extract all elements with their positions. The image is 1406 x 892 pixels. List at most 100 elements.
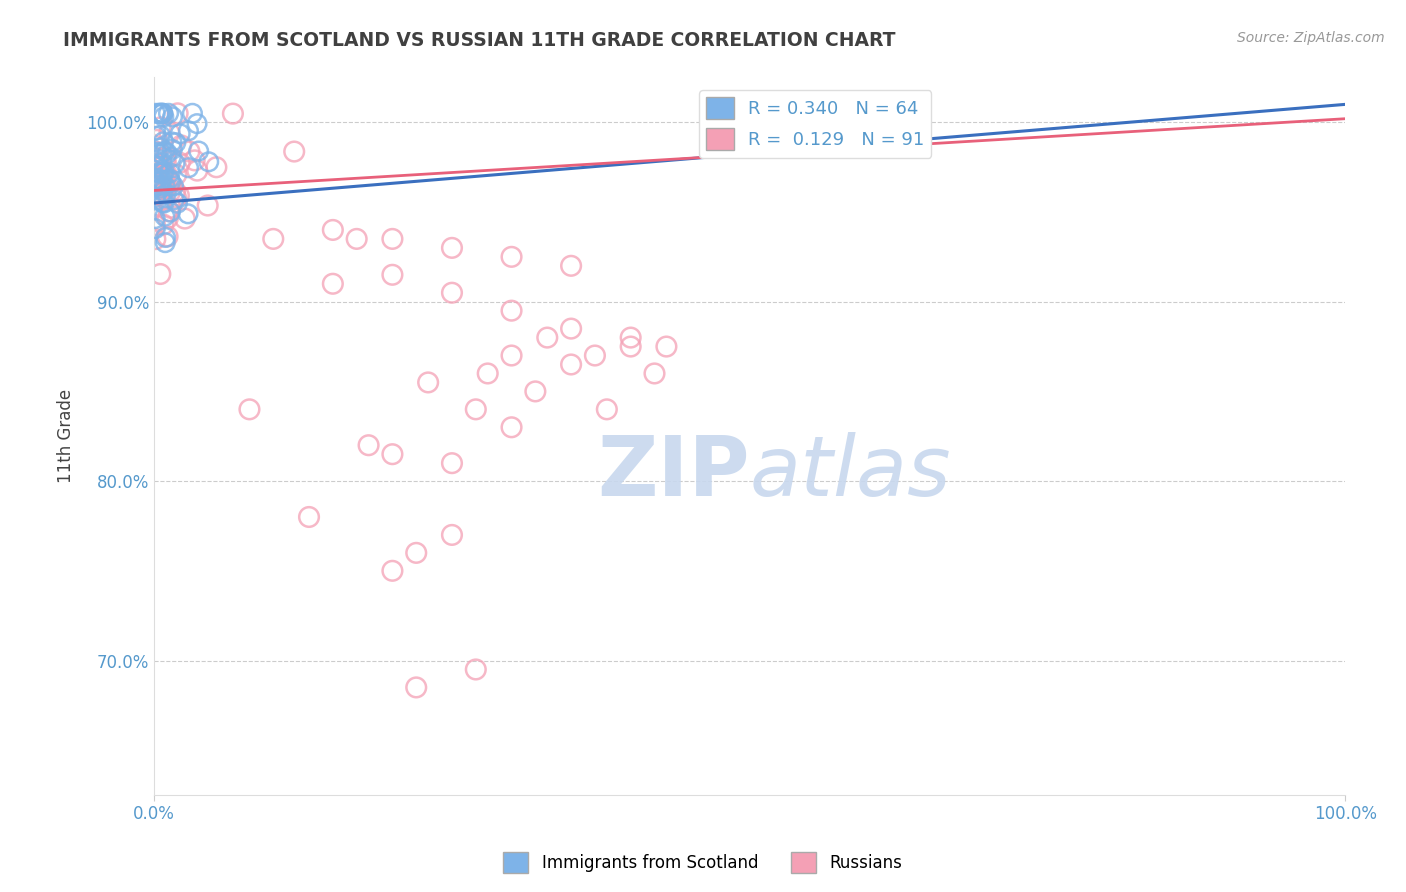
- Point: [152, 106, 174, 120]
- Point: [165, 168, 187, 182]
- Point: [381, 232, 404, 246]
- Point: [536, 330, 558, 344]
- Point: [152, 185, 174, 199]
- Point: [166, 196, 188, 211]
- Point: [148, 165, 170, 179]
- Point: [150, 182, 173, 196]
- Point: [173, 211, 195, 226]
- Point: [560, 259, 582, 273]
- Point: [149, 128, 172, 143]
- Point: [298, 510, 321, 524]
- Point: [153, 110, 176, 124]
- Point: [157, 106, 180, 120]
- Point: [143, 232, 166, 246]
- Point: [179, 145, 201, 159]
- Point: [159, 201, 181, 215]
- Point: [146, 160, 169, 174]
- Point: [152, 195, 174, 210]
- Point: [156, 229, 179, 244]
- Point: [150, 146, 173, 161]
- Point: [153, 169, 176, 184]
- Point: [620, 340, 643, 354]
- Point: [464, 663, 486, 677]
- Point: [159, 205, 181, 219]
- Point: [560, 321, 582, 335]
- Point: [143, 106, 166, 120]
- Point: [160, 150, 183, 164]
- Point: [186, 163, 208, 178]
- Point: [418, 376, 440, 390]
- Point: [187, 144, 209, 158]
- Point: [163, 193, 186, 207]
- Point: [145, 133, 167, 147]
- Text: ZIP: ZIP: [598, 432, 749, 513]
- Point: [501, 250, 523, 264]
- Point: [155, 235, 177, 250]
- Point: [148, 157, 170, 171]
- Point: [145, 123, 167, 137]
- Point: [155, 186, 177, 201]
- Point: [145, 175, 167, 189]
- Point: [149, 106, 172, 120]
- Point: [153, 145, 176, 159]
- Point: [148, 166, 170, 180]
- Point: [155, 230, 177, 244]
- Point: [148, 106, 170, 120]
- Point: [153, 196, 176, 211]
- Point: [146, 151, 169, 165]
- Point: [165, 190, 187, 204]
- Point: [156, 211, 179, 225]
- Point: [143, 211, 166, 226]
- Point: [162, 110, 184, 124]
- Point: [159, 176, 181, 190]
- Point: [524, 384, 547, 399]
- Point: [146, 171, 169, 186]
- Point: [655, 340, 678, 354]
- Point: [197, 154, 219, 169]
- Point: [501, 420, 523, 434]
- Point: [501, 303, 523, 318]
- Point: [150, 194, 173, 208]
- Point: [322, 223, 344, 237]
- Point: [150, 179, 173, 194]
- Point: [150, 169, 173, 183]
- Point: [143, 165, 166, 179]
- Point: [159, 185, 181, 199]
- Point: [464, 402, 486, 417]
- Point: [146, 187, 169, 202]
- Point: [162, 179, 184, 194]
- Point: [152, 191, 174, 205]
- Point: [159, 172, 181, 186]
- Point: [150, 106, 173, 120]
- Point: [160, 135, 183, 149]
- Point: [150, 155, 173, 169]
- Point: [145, 173, 167, 187]
- Point: [152, 218, 174, 232]
- Point: [205, 160, 228, 174]
- Point: [155, 154, 177, 169]
- Point: [596, 402, 619, 417]
- Point: [162, 142, 184, 156]
- Point: [155, 182, 177, 196]
- Point: [166, 106, 188, 120]
- Point: [177, 161, 200, 175]
- Point: [145, 129, 167, 144]
- Point: [156, 168, 179, 182]
- Point: [560, 358, 582, 372]
- Point: [183, 153, 205, 168]
- Point: [501, 349, 523, 363]
- Point: [405, 546, 427, 560]
- Point: [153, 209, 176, 223]
- Point: [143, 174, 166, 188]
- Point: [149, 120, 172, 135]
- Point: [381, 564, 404, 578]
- Point: [150, 173, 173, 187]
- Point: [148, 106, 170, 120]
- Point: [381, 268, 404, 282]
- Point: [159, 175, 181, 189]
- Point: [157, 204, 180, 219]
- Point: [152, 165, 174, 179]
- Point: [143, 221, 166, 235]
- Text: Source: ZipAtlas.com: Source: ZipAtlas.com: [1237, 31, 1385, 45]
- Point: [152, 135, 174, 149]
